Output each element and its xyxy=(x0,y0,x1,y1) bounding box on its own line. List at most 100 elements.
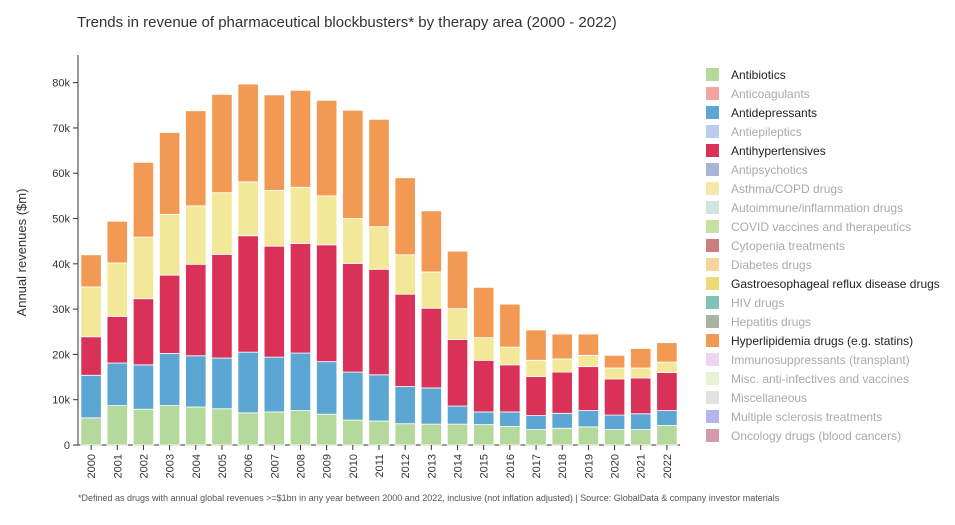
legend-swatch xyxy=(706,163,719,176)
bar-segment xyxy=(394,177,416,256)
legend-label: Misc. anti-infectives and vaccines xyxy=(731,371,910,386)
bar-segment xyxy=(551,412,573,429)
bar-segment xyxy=(420,271,442,309)
legend-label: Miscellaneous xyxy=(731,390,808,405)
legend-swatch xyxy=(706,391,719,404)
bar-segment xyxy=(316,195,338,246)
legend-item[interactable]: Gastroesophageal reflux disease drugs xyxy=(706,274,940,293)
legend-item[interactable]: Antiepileptics xyxy=(706,122,940,141)
bar-segment xyxy=(446,250,469,310)
bar-segment xyxy=(577,426,599,446)
bar-segment xyxy=(525,329,547,361)
bar-segment xyxy=(368,374,390,422)
legend-item[interactable]: Cytopenia treatments xyxy=(706,236,940,255)
bar-segment xyxy=(420,210,442,273)
y-tick-label: 80k xyxy=(52,78,70,90)
bar-segment xyxy=(132,298,155,366)
legend-item[interactable]: Immunosuppressants (transplant) xyxy=(706,350,940,369)
bar-segment xyxy=(132,161,155,238)
bar-segment xyxy=(446,423,469,446)
legend-item[interactable]: Diabetes drugs xyxy=(706,255,940,274)
bar-segment xyxy=(446,405,469,425)
bar-segment xyxy=(80,254,102,288)
bar-segment xyxy=(368,118,390,228)
bar-segment xyxy=(263,356,285,413)
legend-label: Antiepileptics xyxy=(731,124,802,139)
legend-label: Oncology drugs (blood cancers) xyxy=(731,428,902,443)
legend-label: Multiple sclerosis treatments xyxy=(731,409,883,424)
legend-item[interactable]: Oncology drugs (blood cancers) xyxy=(706,426,940,445)
x-tick-label: 2008 xyxy=(295,454,307,478)
legend-item[interactable]: Antipsychotics xyxy=(706,160,940,179)
legend-item[interactable]: Miscellaneous xyxy=(706,388,940,407)
legend-item[interactable]: Antidepressants xyxy=(706,103,940,122)
legend-item[interactable]: Multiple sclerosis treatments xyxy=(706,407,940,426)
y-tick-label: 30k xyxy=(52,304,70,316)
bar-segment xyxy=(394,386,416,425)
legend-swatch xyxy=(706,258,719,271)
bar-segment xyxy=(577,354,599,368)
bar-segment xyxy=(473,424,495,446)
legend-item[interactable]: HIV drugs xyxy=(706,293,940,312)
bar-segment xyxy=(185,263,207,357)
legend-item[interactable]: Anticoagulants xyxy=(706,84,940,103)
bar-segment xyxy=(106,220,128,264)
bar-segment xyxy=(630,413,652,431)
x-tick-label: 2014 xyxy=(453,454,465,478)
bar-segment xyxy=(289,410,312,446)
bar-segment xyxy=(656,361,678,373)
legend-item[interactable]: Asthma/COPD drugs xyxy=(706,179,940,198)
bar-segment xyxy=(106,405,128,446)
bar-segment xyxy=(106,315,128,364)
legend-swatch xyxy=(706,334,719,347)
legend-item[interactable]: Hyperlipidemia drugs (e.g. statins) xyxy=(706,331,940,350)
bar-segment xyxy=(499,426,521,446)
bar-segment xyxy=(185,406,207,446)
bar-segment xyxy=(316,99,338,197)
bar-segment xyxy=(368,226,390,270)
bar-segment xyxy=(525,376,547,416)
bar-segment xyxy=(420,423,442,446)
chart-title: Trends in revenue of pharmaceutical bloc… xyxy=(77,14,617,31)
x-tick-label: 2013 xyxy=(426,454,438,478)
bar-segment xyxy=(499,364,521,413)
legend: Antibiotics Anticoagulants Antidepressants… xyxy=(706,65,940,445)
y-axis-title: Annual revenues ($m) xyxy=(14,189,29,317)
bar-segment xyxy=(159,132,181,215)
x-tick-label: 2001 xyxy=(112,454,124,478)
y-tick-label: 70k xyxy=(52,123,70,135)
bar-segment xyxy=(211,192,233,255)
bar-segment xyxy=(630,348,652,369)
legend-item[interactable]: Hepatitis drugs xyxy=(706,312,940,331)
bar-segment xyxy=(342,218,364,264)
x-tick-label: 2009 xyxy=(322,454,334,478)
legend-item[interactable]: Autoimmune/inflammation drugs xyxy=(706,198,940,217)
bar-segment xyxy=(211,253,233,359)
bar-segment xyxy=(342,419,364,446)
legend-swatch xyxy=(706,144,719,157)
bar-segment xyxy=(420,307,442,389)
bar-segment xyxy=(656,372,678,411)
y-tick-label: 40k xyxy=(52,259,70,271)
legend-swatch xyxy=(706,87,719,100)
legend-swatch xyxy=(706,68,719,81)
legend-label: COVID vaccines and therapeutics xyxy=(731,219,912,234)
bar-segment xyxy=(420,387,442,425)
x-tick-label: 2019 xyxy=(583,454,595,478)
bar-segment xyxy=(473,411,495,426)
bar-segment xyxy=(446,339,469,407)
legend-label: Asthma/COPD drugs xyxy=(731,181,844,196)
bar-segment xyxy=(656,342,678,363)
bar-segment xyxy=(603,429,626,446)
legend-item[interactable]: Misc. anti-infectives and vaccines xyxy=(706,369,940,388)
x-tick-label: 2012 xyxy=(400,454,412,478)
bar-segment xyxy=(525,359,547,378)
legend-item[interactable]: COVID vaccines and therapeutics xyxy=(706,217,940,236)
bar-segment xyxy=(394,293,416,387)
bar-segment xyxy=(289,352,312,411)
legend-item[interactable]: Antihypertensives xyxy=(706,141,940,160)
bar-segment xyxy=(577,366,599,411)
bar-segment xyxy=(211,357,233,410)
legend-item[interactable]: Antibiotics xyxy=(706,65,940,84)
bar-segment xyxy=(551,358,573,373)
